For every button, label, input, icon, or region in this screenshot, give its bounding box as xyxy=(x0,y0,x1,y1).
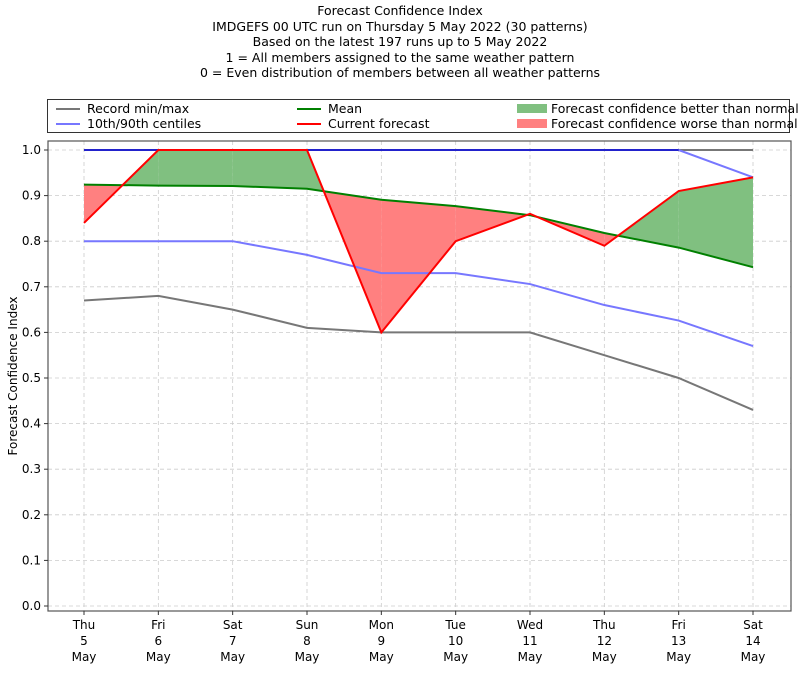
y-tick-label: 0.0 xyxy=(22,599,41,613)
fill-better-than-normal xyxy=(232,150,307,189)
legend-label-mean: Mean xyxy=(328,101,363,116)
series-line-current-forecast xyxy=(83,149,754,335)
x-tick-label: May xyxy=(443,650,468,664)
x-tick-label: May xyxy=(369,650,394,664)
y-tick-label: 1.0 xyxy=(22,143,41,157)
y-tick-label: 0.7 xyxy=(22,280,41,294)
x-tick-label: May xyxy=(220,650,245,664)
x-tick-label: 9 xyxy=(378,634,386,648)
chart-legend: Record min/max 10th/90th centiles Mean C… xyxy=(47,99,799,133)
x-tick-label: 13 xyxy=(671,634,686,648)
x-tick-label: May xyxy=(741,650,766,664)
x-tick-label: Sun xyxy=(296,618,319,632)
series-line-mean xyxy=(83,183,754,269)
x-tick-label: Sat xyxy=(743,618,763,632)
legend-item-record: Record min/max xyxy=(56,101,189,116)
y-axis-label: Forecast Confidence Index xyxy=(6,297,20,456)
x-tick-label: May xyxy=(518,650,543,664)
y-tick-label: 0.3 xyxy=(22,462,41,476)
x-tick-label: 10 xyxy=(448,634,463,648)
y-tick-label: 0.2 xyxy=(22,508,41,522)
x-tick-label: May xyxy=(295,650,320,664)
legend-swatch-better xyxy=(517,104,547,113)
legend-item-worse: Forecast confidence worse than normal xyxy=(517,116,798,131)
x-tick-label: Tue xyxy=(444,618,466,632)
x-tick-label: Fri xyxy=(151,618,165,632)
x-tick-label: 14 xyxy=(745,634,760,648)
legend-item-better: Forecast confidence better than normal xyxy=(517,101,799,116)
legend-label-worse: Forecast confidence worse than normal xyxy=(551,116,798,131)
chart-subtitle-zero: 0 = Even distribution of members between… xyxy=(199,65,601,80)
x-tick-label: Thu xyxy=(72,618,96,632)
fill-worse-than-normal xyxy=(455,206,528,242)
series-lines xyxy=(83,149,754,411)
x-tick-label: May xyxy=(592,650,617,664)
y-tick-label: 0.6 xyxy=(22,325,41,339)
series-line-record-min xyxy=(83,294,754,411)
legend-label-current: Current forecast xyxy=(328,116,430,131)
x-tick-label: 8 xyxy=(303,634,311,648)
fill-better-than-normal xyxy=(678,177,753,268)
fill-better-than-normal xyxy=(158,150,233,187)
x-tick-label: Wed xyxy=(517,618,543,632)
legend-item-current: Current forecast xyxy=(297,116,429,131)
fill-better-than-normal xyxy=(618,191,679,248)
legend-item-mean: Mean xyxy=(297,101,362,116)
legend-swatch-worse xyxy=(517,119,547,128)
x-tick-label: May xyxy=(146,650,171,664)
y-tick-label: 0.5 xyxy=(22,371,41,385)
legend-swatch-record xyxy=(56,107,80,110)
legend-label-record: Record min/max xyxy=(87,101,190,116)
x-tick-label: 7 xyxy=(229,634,237,648)
x-tick-label: May xyxy=(666,650,691,664)
x-tick-label: Sat xyxy=(223,618,243,632)
legend-swatch-centiles xyxy=(56,122,80,125)
x-tick-label: 11 xyxy=(522,634,537,648)
chart-title: Forecast Confidence Index xyxy=(317,3,483,18)
x-tick-label: 5 xyxy=(80,634,88,648)
legend-swatch-mean xyxy=(297,107,321,110)
legend-label-centiles: 10th/90th centiles xyxy=(87,116,202,131)
legend-label-better: Forecast confidence better than normal xyxy=(551,101,799,116)
fill-worse-than-normal xyxy=(381,199,456,333)
chart-subtitle-run: IMDGEFS 00 UTC run on Thursday 5 May 202… xyxy=(212,18,588,34)
x-axis-ticks: Thu 5 May Fri 6 May Sat 7 May Sun 8 May Mon 9 May Tue 10… xyxy=(72,611,766,664)
x-tick-label: May xyxy=(72,650,97,664)
y-tick-label: 0.8 xyxy=(22,234,41,248)
x-tick-label: Fri xyxy=(672,618,686,632)
chart-subtitle-one: 1 = All members assigned to the same wea… xyxy=(225,49,575,65)
x-tick-label: Mon xyxy=(369,618,394,632)
legend-swatch-current xyxy=(297,122,321,125)
x-tick-label: 12 xyxy=(597,634,612,648)
x-tick-label: 6 xyxy=(155,634,163,648)
legend-item-centiles: 10th/90th centiles xyxy=(56,116,201,131)
plot-frame xyxy=(47,140,792,612)
series-line-10th-centile xyxy=(84,240,754,348)
x-tick-label: Thu xyxy=(592,618,616,632)
y-tick-label: 0.9 xyxy=(22,189,41,203)
y-axis-ticks: 0.0 0.1 0.2 0.3 0.4 0.5 0.6 0.7 0.8 0.9 1.0 xyxy=(22,143,48,613)
y-tick-label: 0.4 xyxy=(22,417,41,431)
chart-title-block: Forecast Confidence Index IMDGEFS 00 UTC… xyxy=(0,3,800,81)
y-tick-label: 0.1 xyxy=(22,553,41,567)
chart-subtitle-runs: Based on the latest 197 runs up to 5 May… xyxy=(252,34,548,49)
